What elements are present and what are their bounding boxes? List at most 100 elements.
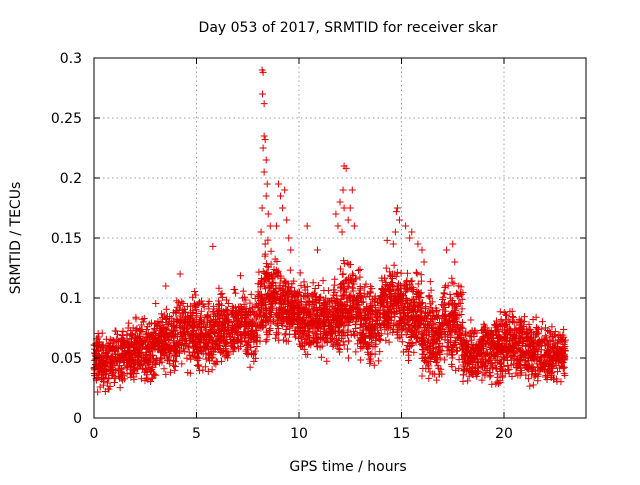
data-point: [362, 339, 370, 347]
data-point: [402, 278, 410, 286]
data-point: [102, 367, 110, 375]
data-point: [462, 328, 470, 336]
data-point: [274, 267, 282, 275]
data-point: [351, 321, 359, 329]
data-point: [164, 320, 172, 328]
data-point: [286, 266, 294, 274]
data-point: [460, 346, 468, 354]
data-point: [192, 291, 200, 299]
data-point: [496, 360, 504, 368]
data-point: [258, 297, 266, 305]
data-point: [381, 326, 389, 334]
data-point: [257, 324, 265, 332]
data-point: [256, 321, 264, 329]
data-point: [254, 300, 262, 308]
data-point: [266, 298, 274, 306]
data-point: [195, 361, 203, 369]
data-point: [559, 331, 567, 339]
data-point: [122, 363, 130, 371]
data-point: [233, 327, 241, 335]
data-point: [441, 331, 449, 339]
data-point: [367, 357, 375, 365]
data-point: [560, 340, 568, 348]
data-point: [449, 317, 457, 325]
data-point: [518, 347, 526, 355]
data-point: [411, 303, 419, 311]
data-point: [509, 312, 517, 320]
data-point: [465, 351, 473, 359]
data-point: [347, 331, 355, 339]
data-point: [371, 311, 379, 319]
data-point: [439, 321, 447, 329]
data-point: [266, 327, 274, 335]
data-point: [501, 326, 509, 334]
data-point: [459, 338, 467, 346]
data-point: [168, 331, 176, 339]
data-point: [137, 341, 145, 349]
data-point: [481, 333, 489, 341]
data-point: [204, 368, 212, 376]
data-point: [267, 291, 275, 299]
data-point: [320, 323, 328, 331]
data-point: [280, 289, 287, 297]
data-point: [491, 322, 499, 330]
data-point: [541, 351, 549, 359]
data-point: [314, 282, 322, 290]
data-point: [188, 337, 196, 345]
data-point: [376, 348, 384, 356]
data-point: [160, 365, 168, 373]
data-point: [323, 357, 331, 365]
data-point: [389, 328, 397, 336]
data-point: [482, 328, 490, 336]
data-point: [243, 342, 251, 350]
data-point: [399, 291, 407, 299]
data-point: [464, 377, 472, 385]
data-point: [352, 348, 360, 356]
data-point: [344, 216, 352, 224]
data-point: [267, 271, 275, 279]
data-point: [460, 363, 468, 371]
data-point: [501, 367, 509, 375]
data-point: [145, 363, 153, 371]
data-point: [317, 293, 325, 301]
data-point: [279, 204, 287, 212]
x-axis-label: GPS time / hours: [289, 459, 406, 475]
data-point: [125, 319, 133, 327]
data-point: [457, 323, 465, 331]
data-point: [173, 344, 181, 352]
data-point: [122, 356, 130, 364]
data-point: [215, 320, 223, 328]
data-point: [229, 304, 237, 312]
data-point: [339, 338, 347, 346]
data-point: [147, 378, 155, 386]
data-point: [440, 327, 448, 335]
data-point: [115, 345, 123, 353]
data-point: [410, 348, 418, 356]
data-point: [283, 216, 291, 224]
y-tick-label: 0.2: [60, 171, 82, 187]
data-point: [436, 346, 444, 354]
data-point: [340, 204, 348, 212]
data-point: [191, 287, 199, 295]
data-point: [560, 363, 568, 371]
data-point: [99, 381, 107, 389]
data-point: [488, 359, 496, 367]
data-point: [153, 357, 161, 365]
data-point: [413, 270, 421, 278]
data-point: [223, 306, 231, 314]
data-point: [140, 357, 148, 365]
data-point: [473, 369, 481, 377]
data-point: [135, 344, 143, 352]
data-point: [230, 343, 238, 351]
data-point: [224, 300, 232, 308]
data-point: [326, 321, 334, 329]
data-point: [494, 344, 502, 352]
data-point: [162, 341, 170, 349]
data-point: [425, 337, 433, 345]
data-point: [523, 363, 531, 371]
data-point: [340, 257, 348, 265]
data-point: [385, 308, 393, 316]
data-point: [162, 282, 170, 290]
data-point: [269, 279, 277, 287]
data-point: [261, 240, 269, 248]
